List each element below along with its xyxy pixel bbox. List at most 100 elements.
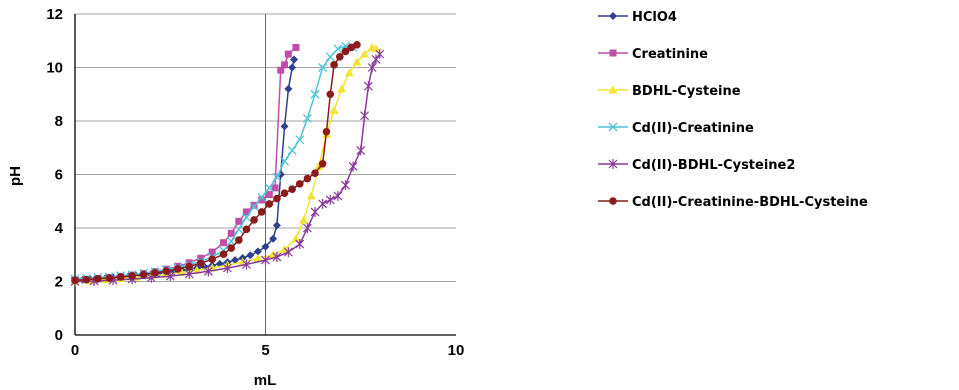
y-tick-label: 8	[55, 113, 63, 130]
data-point	[292, 43, 300, 51]
data-point	[235, 217, 243, 225]
data-point	[250, 216, 258, 224]
legend-item: HClO4	[598, 10, 677, 25]
data-point	[318, 160, 327, 168]
series-group	[70, 40, 385, 287]
data-point	[219, 250, 228, 259]
data-point	[105, 274, 114, 282]
legend-label: Cd(II)-Creatinine-BDHL-Cysteine	[632, 195, 868, 210]
data-point	[344, 68, 354, 77]
data-point	[261, 255, 270, 266]
data-point	[82, 275, 91, 284]
data-point	[303, 174, 312, 183]
y-tick-label: 6	[55, 167, 63, 184]
data-point	[295, 135, 305, 145]
data-point	[220, 239, 228, 247]
data-point	[306, 191, 316, 200]
data-point	[203, 266, 213, 277]
data-point	[295, 239, 305, 250]
data-point	[302, 113, 312, 123]
legend-item: Cd(II)-Creatinine-BDHL-Cysteine	[598, 195, 868, 210]
data-point	[367, 62, 377, 73]
data-point	[227, 244, 236, 252]
data-point	[184, 269, 194, 280]
data-point	[314, 161, 324, 170]
data-point	[258, 196, 266, 204]
grid	[75, 13, 456, 335]
series-5	[71, 40, 361, 284]
legend-label: HClO4	[632, 10, 677, 25]
data-point	[318, 63, 328, 72]
legend-label: Creatinine	[632, 47, 708, 62]
data-point	[241, 212, 251, 222]
y-tick-label: 10	[46, 60, 63, 77]
data-point	[284, 84, 293, 93]
data-point	[371, 44, 381, 53]
series-0	[71, 55, 299, 285]
data-point	[288, 63, 297, 72]
data-point	[174, 265, 182, 273]
y-tick-label: 0	[55, 327, 63, 344]
data-point	[335, 53, 344, 61]
x-tick-label: 5	[261, 342, 269, 359]
tick-labels: 0 2 4 6 8 10 12 0 5 10	[46, 6, 464, 359]
data-point	[284, 50, 292, 58]
data-point	[264, 183, 274, 193]
y-tick-label: 12	[46, 6, 63, 23]
y-axis-title: pH	[7, 166, 24, 186]
data-point	[253, 253, 263, 262]
y-tick-label: 2	[55, 274, 63, 291]
data-point	[185, 262, 194, 271]
data-point	[299, 215, 309, 224]
data-point	[310, 89, 320, 99]
data-point	[290, 55, 299, 64]
data-point	[371, 54, 381, 65]
data-point	[71, 276, 79, 284]
data-point	[280, 189, 289, 198]
legend-marker	[609, 12, 617, 20]
data-point	[360, 110, 369, 121]
data-point	[318, 198, 328, 209]
legend-item: BDHL-Cysteine	[598, 84, 741, 99]
data-point	[277, 66, 285, 74]
data-point	[128, 272, 136, 280]
data-point	[311, 169, 319, 177]
data-point	[231, 256, 240, 265]
data-point	[330, 61, 338, 69]
data-point	[329, 105, 339, 114]
data-point	[348, 161, 358, 172]
data-point	[249, 202, 259, 212]
legend-marker	[608, 85, 618, 94]
data-point	[272, 172, 282, 182]
data-point	[272, 221, 281, 230]
data-point	[265, 200, 274, 208]
data-point	[363, 81, 373, 92]
legend-label: Cd(II)-Creatinine	[632, 121, 754, 136]
data-point	[94, 275, 102, 283]
data-point	[246, 251, 255, 260]
data-point	[337, 84, 347, 93]
data-point	[196, 259, 205, 268]
legend-label: BDHL-Cysteine	[632, 84, 741, 99]
data-point	[257, 192, 267, 202]
data-point	[139, 270, 148, 279]
series-line	[74, 45, 354, 280]
data-point	[333, 190, 343, 201]
data-point	[310, 206, 320, 217]
y-tick-label: 4	[55, 220, 64, 237]
data-point	[322, 127, 331, 136]
data-point	[242, 208, 250, 216]
data-point	[192, 265, 202, 274]
data-point	[360, 49, 370, 58]
legend-item: Cd(II)-BDHL-Cysteine2	[598, 158, 795, 173]
data-point	[347, 43, 356, 52]
data-point	[197, 254, 205, 262]
series-3	[70, 41, 358, 284]
data-point	[268, 250, 278, 259]
data-point	[253, 247, 262, 256]
data-point	[325, 194, 335, 205]
data-point	[261, 242, 270, 251]
data-point	[162, 267, 171, 275]
legend-item: Creatinine	[598, 47, 708, 62]
